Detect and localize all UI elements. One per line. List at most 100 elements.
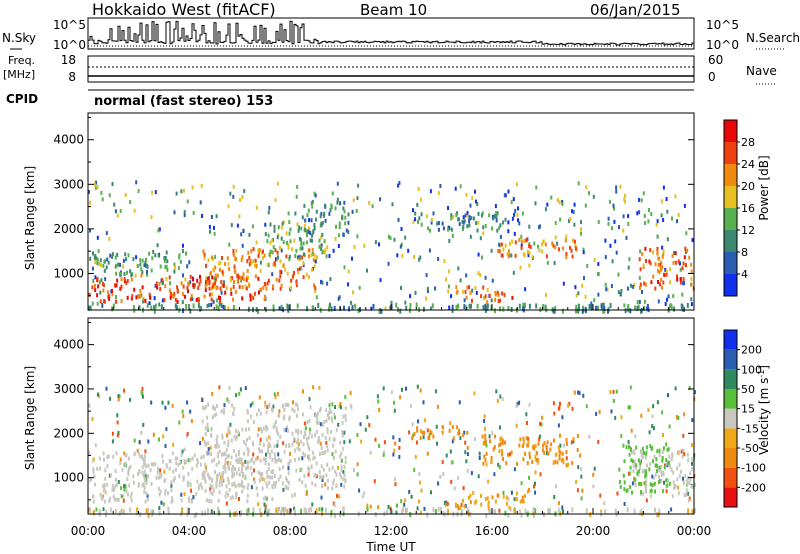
echo-region-cell (295, 283, 298, 288)
scatter-echo-cell (178, 420, 181, 425)
scatter-echo-cell (439, 474, 442, 479)
scatter-echo-cell (586, 263, 589, 268)
scatter-echo-cell (199, 200, 202, 205)
echo-region-cell (656, 464, 659, 469)
echo-region-cell (326, 430, 329, 434)
echo-region-cell (165, 250, 168, 255)
near-range-cell (657, 512, 660, 518)
echo-region-cell (488, 293, 491, 298)
echo-region-cell (341, 433, 344, 438)
echo-region-cell (241, 483, 244, 488)
echo-region-cell (113, 497, 116, 502)
scatter-echo-cell (167, 400, 170, 405)
near-range-cell (595, 305, 598, 311)
scatter-echo-cell (115, 271, 118, 276)
echo-region-cell (287, 245, 290, 250)
echo-region-cell (219, 296, 221, 300)
scatter-echo-cell (91, 417, 94, 421)
scatter-echo-cell (690, 297, 693, 302)
echo-region-cell (645, 489, 647, 494)
near-range-cell (136, 510, 139, 516)
scatter-echo-cell (515, 423, 518, 428)
echo-region-cell (182, 475, 185, 480)
echo-region-cell (239, 275, 242, 280)
scatter-echo-cell (606, 287, 609, 292)
echo-region-cell (236, 435, 238, 440)
near-range-cell (246, 508, 249, 514)
echo-region-cell (282, 263, 285, 268)
echo-region-cell (299, 439, 302, 444)
echo-region-cell (656, 250, 659, 255)
echo-region-cell (661, 456, 664, 460)
echo-region-cell (183, 294, 186, 299)
scatter-echo-cell (123, 272, 126, 277)
scatter-echo-cell (133, 438, 136, 443)
scatter-echo-cell (481, 255, 483, 260)
scatter-echo-cell (89, 200, 91, 205)
scatter-echo-cell (135, 180, 138, 185)
near-range-cell (457, 303, 460, 309)
scatter-echo-cell (232, 465, 234, 469)
echo-region-cell (514, 253, 517, 258)
echo-region-cell (619, 484, 622, 489)
scatter-echo-cell (466, 210, 469, 215)
noise-panel-frame (87, 17, 695, 50)
echo-region-cell (317, 440, 320, 445)
echo-region-cell (261, 486, 264, 491)
echo-region-cell (567, 462, 570, 467)
echo-region-cell (286, 271, 289, 276)
echo-region-cell (577, 433, 579, 438)
freq-label-line2: [MHz] (3, 68, 35, 81)
scatter-echo-cell (465, 192, 468, 197)
echo-region-cell (302, 252, 305, 257)
echo-region-cell (264, 282, 267, 287)
echo-region-cell (661, 285, 664, 290)
near-range-cell (288, 304, 290, 310)
echo-region-cell (225, 447, 228, 452)
scatter-echo-cell (666, 297, 668, 302)
echo-region-cell (476, 228, 479, 233)
near-range-cell (549, 509, 551, 515)
near-range-cell (218, 510, 221, 516)
scatter-echo-cell (627, 265, 630, 270)
scatter-echo-cell (441, 460, 444, 465)
scatter-echo-cell (222, 304, 225, 309)
scatter-echo-cell (291, 493, 294, 498)
scatter-echo-cell (257, 433, 259, 438)
echo-region-cell (190, 499, 193, 504)
scatter-echo-cell (153, 296, 156, 301)
echo-region-cell (302, 275, 305, 280)
scatter-echo-cell (507, 497, 510, 502)
scatter-echo-cell (89, 228, 91, 233)
scatter-echo-cell (683, 452, 686, 457)
echo-region-cell (165, 463, 168, 467)
scatter-echo-cell (527, 436, 530, 441)
near-range-cell (342, 506, 345, 512)
echo-region-cell (299, 236, 301, 241)
echo-region-cell (551, 241, 554, 246)
echo-region-cell (683, 481, 685, 485)
near-range-cell (507, 306, 510, 312)
scatter-echo-cell (122, 498, 125, 503)
echo-region-cell (294, 402, 297, 407)
echo-region-cell (634, 465, 637, 470)
scatter-echo-cell (656, 219, 659, 224)
echo-region-cell (574, 246, 577, 251)
echo-region-cell (628, 452, 631, 457)
echo-region-cell (309, 405, 312, 410)
scatter-echo-cell (682, 448, 685, 453)
scatter-echo-cell (451, 234, 454, 238)
echo-region-cell (685, 488, 688, 493)
echo-region-cell (420, 222, 423, 227)
scatter-echo-cell (573, 222, 576, 227)
colorbar-swatch (724, 142, 737, 164)
echo-region-cell (326, 427, 329, 432)
echo-region-cell (322, 474, 325, 479)
echo-region-cell (653, 481, 656, 486)
scatter-echo-cell (647, 408, 650, 413)
near-range-cell (468, 303, 471, 309)
echo-region-cell (203, 256, 206, 261)
echo-region-cell (254, 274, 257, 279)
echo-region-cell (91, 266, 94, 271)
echo-region-cell (218, 449, 221, 454)
